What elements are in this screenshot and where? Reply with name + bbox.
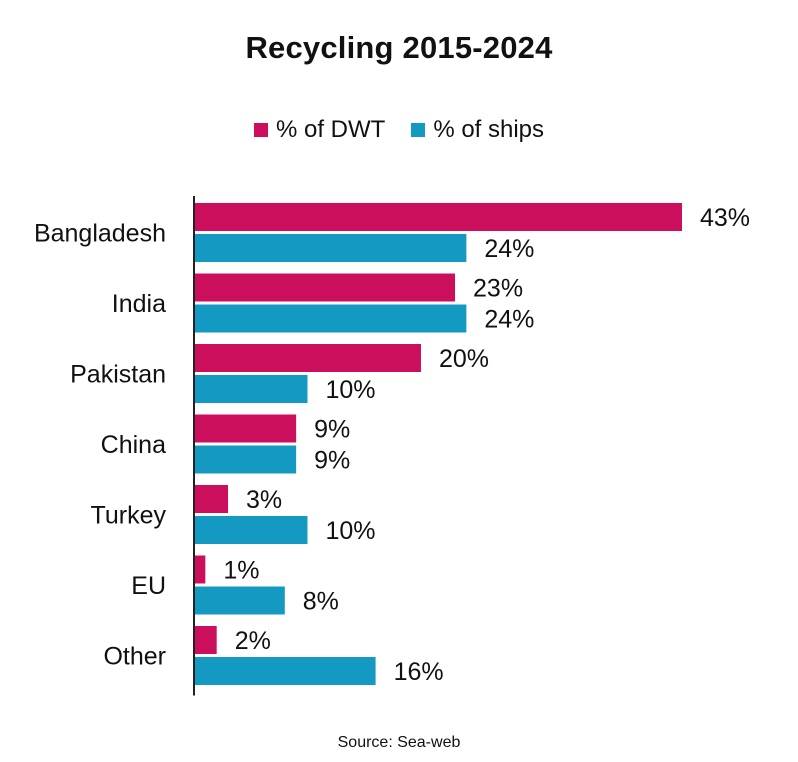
chart-legend: % of DWT % of ships: [0, 116, 798, 144]
chart-source: Source: Sea-web: [337, 734, 461, 751]
bar-ships-turkey: [194, 516, 308, 544]
legend-label-ships: % of ships: [433, 116, 545, 143]
category-label-pakistan: Pakistan: [70, 361, 166, 389]
bar-ships-china: [194, 445, 297, 474]
data-label-ships-bangladesh: 24%: [484, 235, 534, 263]
category-label-turkey: Turkey: [91, 502, 167, 530]
bar-dwt-other: [194, 626, 217, 654]
category-label-india: India: [112, 290, 166, 318]
bar-ships-pakistan: [194, 375, 308, 403]
category-label-eu: EU: [131, 572, 166, 600]
data-label-dwt-turkey: 3%: [246, 486, 282, 514]
legend-swatch-dwt: [253, 123, 268, 137]
data-label-dwt-india: 23%: [473, 275, 523, 303]
bar-ships-bangladesh: [194, 234, 467, 262]
data-label-dwt-eu: 1%: [223, 557, 259, 585]
data-label-dwt-china: 9%: [314, 416, 350, 444]
data-label-dwt-other: 2%: [235, 627, 271, 655]
data-label-ships-other: 16%: [394, 658, 444, 686]
data-label-ships-pakistan: 10%: [325, 376, 375, 404]
bar-dwt-india: [194, 273, 456, 302]
category-label-other: Other: [103, 643, 166, 671]
data-label-dwt-pakistan: 20%: [439, 345, 489, 373]
legend-swatch-ships: [411, 123, 426, 137]
data-label-ships-india: 24%: [484, 306, 534, 334]
data-label-ships-eu: 8%: [303, 588, 339, 616]
data-label-dwt-bangladesh: 43%: [700, 204, 750, 232]
bar-dwt-pakistan: [194, 344, 421, 372]
legend-item-ships: % of ships: [411, 116, 544, 144]
bar-dwt-china: [194, 414, 297, 443]
legend-label-dwt: % of DWT: [275, 116, 386, 143]
data-label-ships-turkey: 10%: [325, 517, 375, 545]
data-label-ships-china: 9%: [314, 447, 350, 475]
chart-title: Recycling 2015-2024: [245, 30, 553, 65]
bar-ships-other: [194, 657, 376, 685]
category-label-bangladesh: Bangladesh: [34, 220, 166, 248]
bar-ships-eu: [194, 586, 285, 615]
bar-ships-india: [194, 304, 467, 333]
bar-dwt-eu: [194, 555, 206, 584]
bar-dwt-turkey: [194, 485, 229, 513]
legend-item-dwt: % of DWT: [253, 116, 386, 144]
bar-dwt-bangladesh: [194, 203, 682, 231]
category-label-china: China: [101, 431, 166, 459]
